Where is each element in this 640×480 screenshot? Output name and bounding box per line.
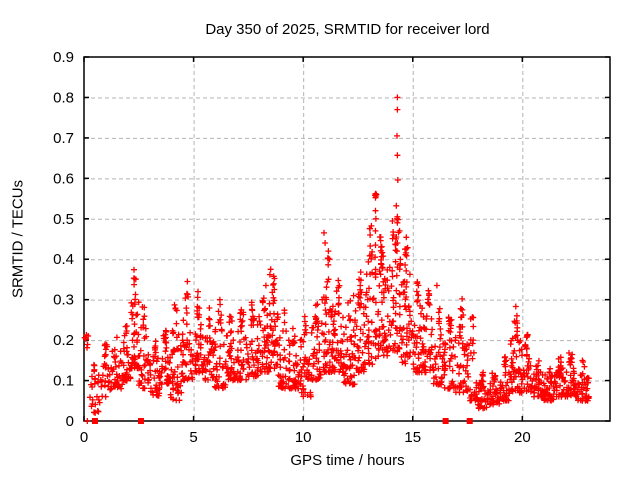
y-tick-label: 0.4 (53, 251, 74, 268)
x-tick-label: 20 (514, 429, 531, 446)
plot-border (83, 56, 611, 422)
y-tick-label: 0 (66, 413, 74, 430)
x-tick-label: 10 (295, 429, 312, 446)
y-tick-label: 0.7 (53, 130, 74, 147)
y-tick-label: 0.1 (53, 373, 74, 390)
x-tick-label: 15 (404, 429, 421, 446)
y-tick-label: 0.9 (53, 49, 74, 66)
y-tick-label: 0.3 (53, 292, 74, 309)
x-axis-label: GPS time / hours (290, 452, 405, 469)
y-tick-label: 0.8 (53, 89, 74, 106)
x-tick-label: 5 (189, 429, 197, 446)
x-tick-label: 0 (80, 429, 88, 446)
y-tick-label: 0.2 (53, 332, 74, 349)
axis-ticks (83, 56, 610, 422)
y-tick-label: 0.6 (53, 170, 74, 187)
flagged-zero-points (91, 418, 473, 424)
y-tick-label: 0.5 (53, 211, 74, 228)
chart-title: Day 350 of 2025, SRMTID for receiver lor… (205, 21, 490, 38)
data-points (81, 94, 592, 424)
tick-labels: 0 0.1 0.2 0.3 0.4 0.5 0.6 0.7 0.8 0.9 0 5 10 15 20 (53, 49, 531, 446)
